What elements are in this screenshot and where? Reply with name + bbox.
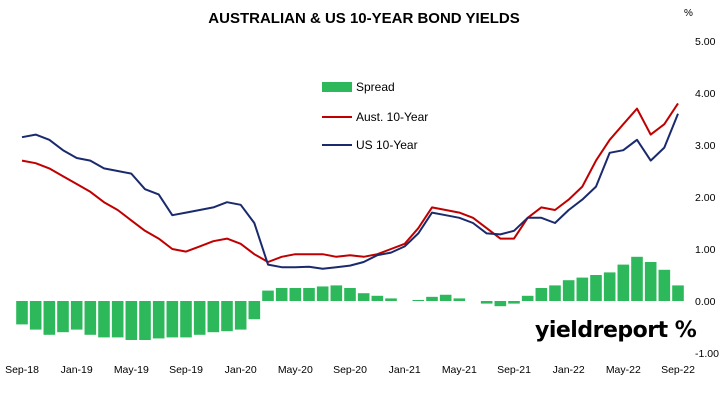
- x-tick-label: Jan-20: [225, 364, 257, 376]
- y-tick-label: 3.00: [695, 140, 716, 152]
- spread-bar: [426, 296, 438, 301]
- spread-bar: [412, 299, 425, 301]
- chart-title: AUSTRALIAN & US 10-YEAR BOND YIELDS: [208, 10, 520, 27]
- x-tick-labels: Sep-18 Jan-19 May-19 Sep-19 Jan-20 May-20 Sep-…: [5, 364, 695, 376]
- spread-bars: [16, 256, 684, 340]
- y-tick-label: 4.00: [695, 88, 716, 100]
- legend-label: Aust. 10-Year: [356, 110, 428, 124]
- spread-bar: [275, 288, 288, 301]
- spread-bar: [658, 269, 671, 301]
- x-tick-label: May-20: [278, 364, 313, 376]
- spread-bar: [248, 301, 261, 320]
- spread-bar: [139, 301, 151, 340]
- spread-bar: [29, 301, 42, 330]
- yieldreport-logo: yieldreport %: [535, 318, 697, 343]
- spread-bar: [262, 290, 274, 301]
- x-tick-label: Sep-21: [497, 364, 531, 376]
- legend-label: US 10-Year: [356, 138, 418, 152]
- spread-bar: [316, 286, 329, 301]
- spread-bar: [84, 301, 97, 335]
- spread-bar: [221, 301, 233, 332]
- spread-bar: [234, 301, 247, 330]
- legend-label: Spread: [356, 80, 395, 94]
- spread-bar: [521, 295, 534, 301]
- spread-bar: [371, 295, 384, 301]
- spread-bar: [535, 288, 548, 301]
- spread-bar: [439, 294, 452, 301]
- spread-bar: [631, 256, 643, 301]
- spread-bar: [672, 285, 684, 301]
- x-tick-label: Sep-18: [5, 364, 39, 376]
- yield-lines: [21, 102, 679, 270]
- spread-bar: [576, 277, 589, 301]
- logo-percent-icon: %: [667, 318, 697, 343]
- spread-bar: [193, 301, 206, 335]
- y-tick-label: -1.00: [695, 348, 719, 360]
- spread-bar: [617, 264, 630, 301]
- y-tick-label: 0.00: [695, 296, 716, 308]
- spread-bar: [385, 298, 397, 301]
- spread-bar: [152, 301, 165, 339]
- x-tick-label: Jan-22: [553, 364, 585, 376]
- us-10-year-line: [21, 113, 679, 270]
- spread-bar: [644, 262, 657, 301]
- spread-bar: [289, 288, 302, 301]
- spread-bar: [480, 301, 493, 304]
- x-tick-label: Jan-19: [61, 364, 93, 376]
- spread-bar: [344, 288, 356, 301]
- y-axis-unit-label: %: [684, 8, 693, 19]
- y-tick-label: 5.00: [695, 36, 716, 48]
- x-tick-label: Sep-19: [169, 364, 203, 376]
- y-tick-label: 1.00: [695, 244, 716, 256]
- spread-bar: [57, 301, 69, 333]
- legend: Spread Aust. 10-Year US 10-Year: [322, 80, 428, 152]
- y-tick-labels: -1.00 0.00 1.00 2.00 3.00 4.00 5.00: [695, 36, 719, 360]
- spread-bar: [166, 301, 179, 338]
- spread-bar: [603, 272, 616, 301]
- spread-bar: [330, 285, 343, 301]
- x-tick-label: Sep-22: [661, 364, 695, 376]
- x-tick-label: May-21: [442, 364, 477, 376]
- spread-bar: [43, 301, 56, 335]
- logo-text: yieldreport: [535, 318, 668, 343]
- spread-bar: [590, 275, 602, 301]
- spread-bar: [508, 301, 520, 304]
- x-tick-label: May-22: [606, 364, 641, 376]
- x-tick-label: Sep-20: [333, 364, 367, 376]
- spread-bar: [303, 288, 315, 301]
- x-tick-label: May-19: [114, 364, 149, 376]
- spread-bar: [549, 285, 561, 301]
- aust-10-year-line: [21, 102, 679, 263]
- legend-swatch-spread: [322, 82, 352, 92]
- spread-bar: [125, 301, 138, 340]
- spread-bar: [98, 301, 110, 338]
- spread-bar: [562, 280, 575, 301]
- y-tick-label: 2.00: [695, 192, 716, 204]
- spread-bar: [453, 298, 466, 301]
- spread-bar: [70, 301, 83, 330]
- spread-bar: [16, 301, 28, 325]
- spread-bar: [111, 301, 124, 338]
- x-tick-label: Jan-21: [389, 364, 421, 376]
- spread-bar: [207, 301, 220, 333]
- spread-bar: [180, 301, 192, 338]
- spread-bar: [494, 301, 507, 307]
- spread-bar: [357, 293, 370, 301]
